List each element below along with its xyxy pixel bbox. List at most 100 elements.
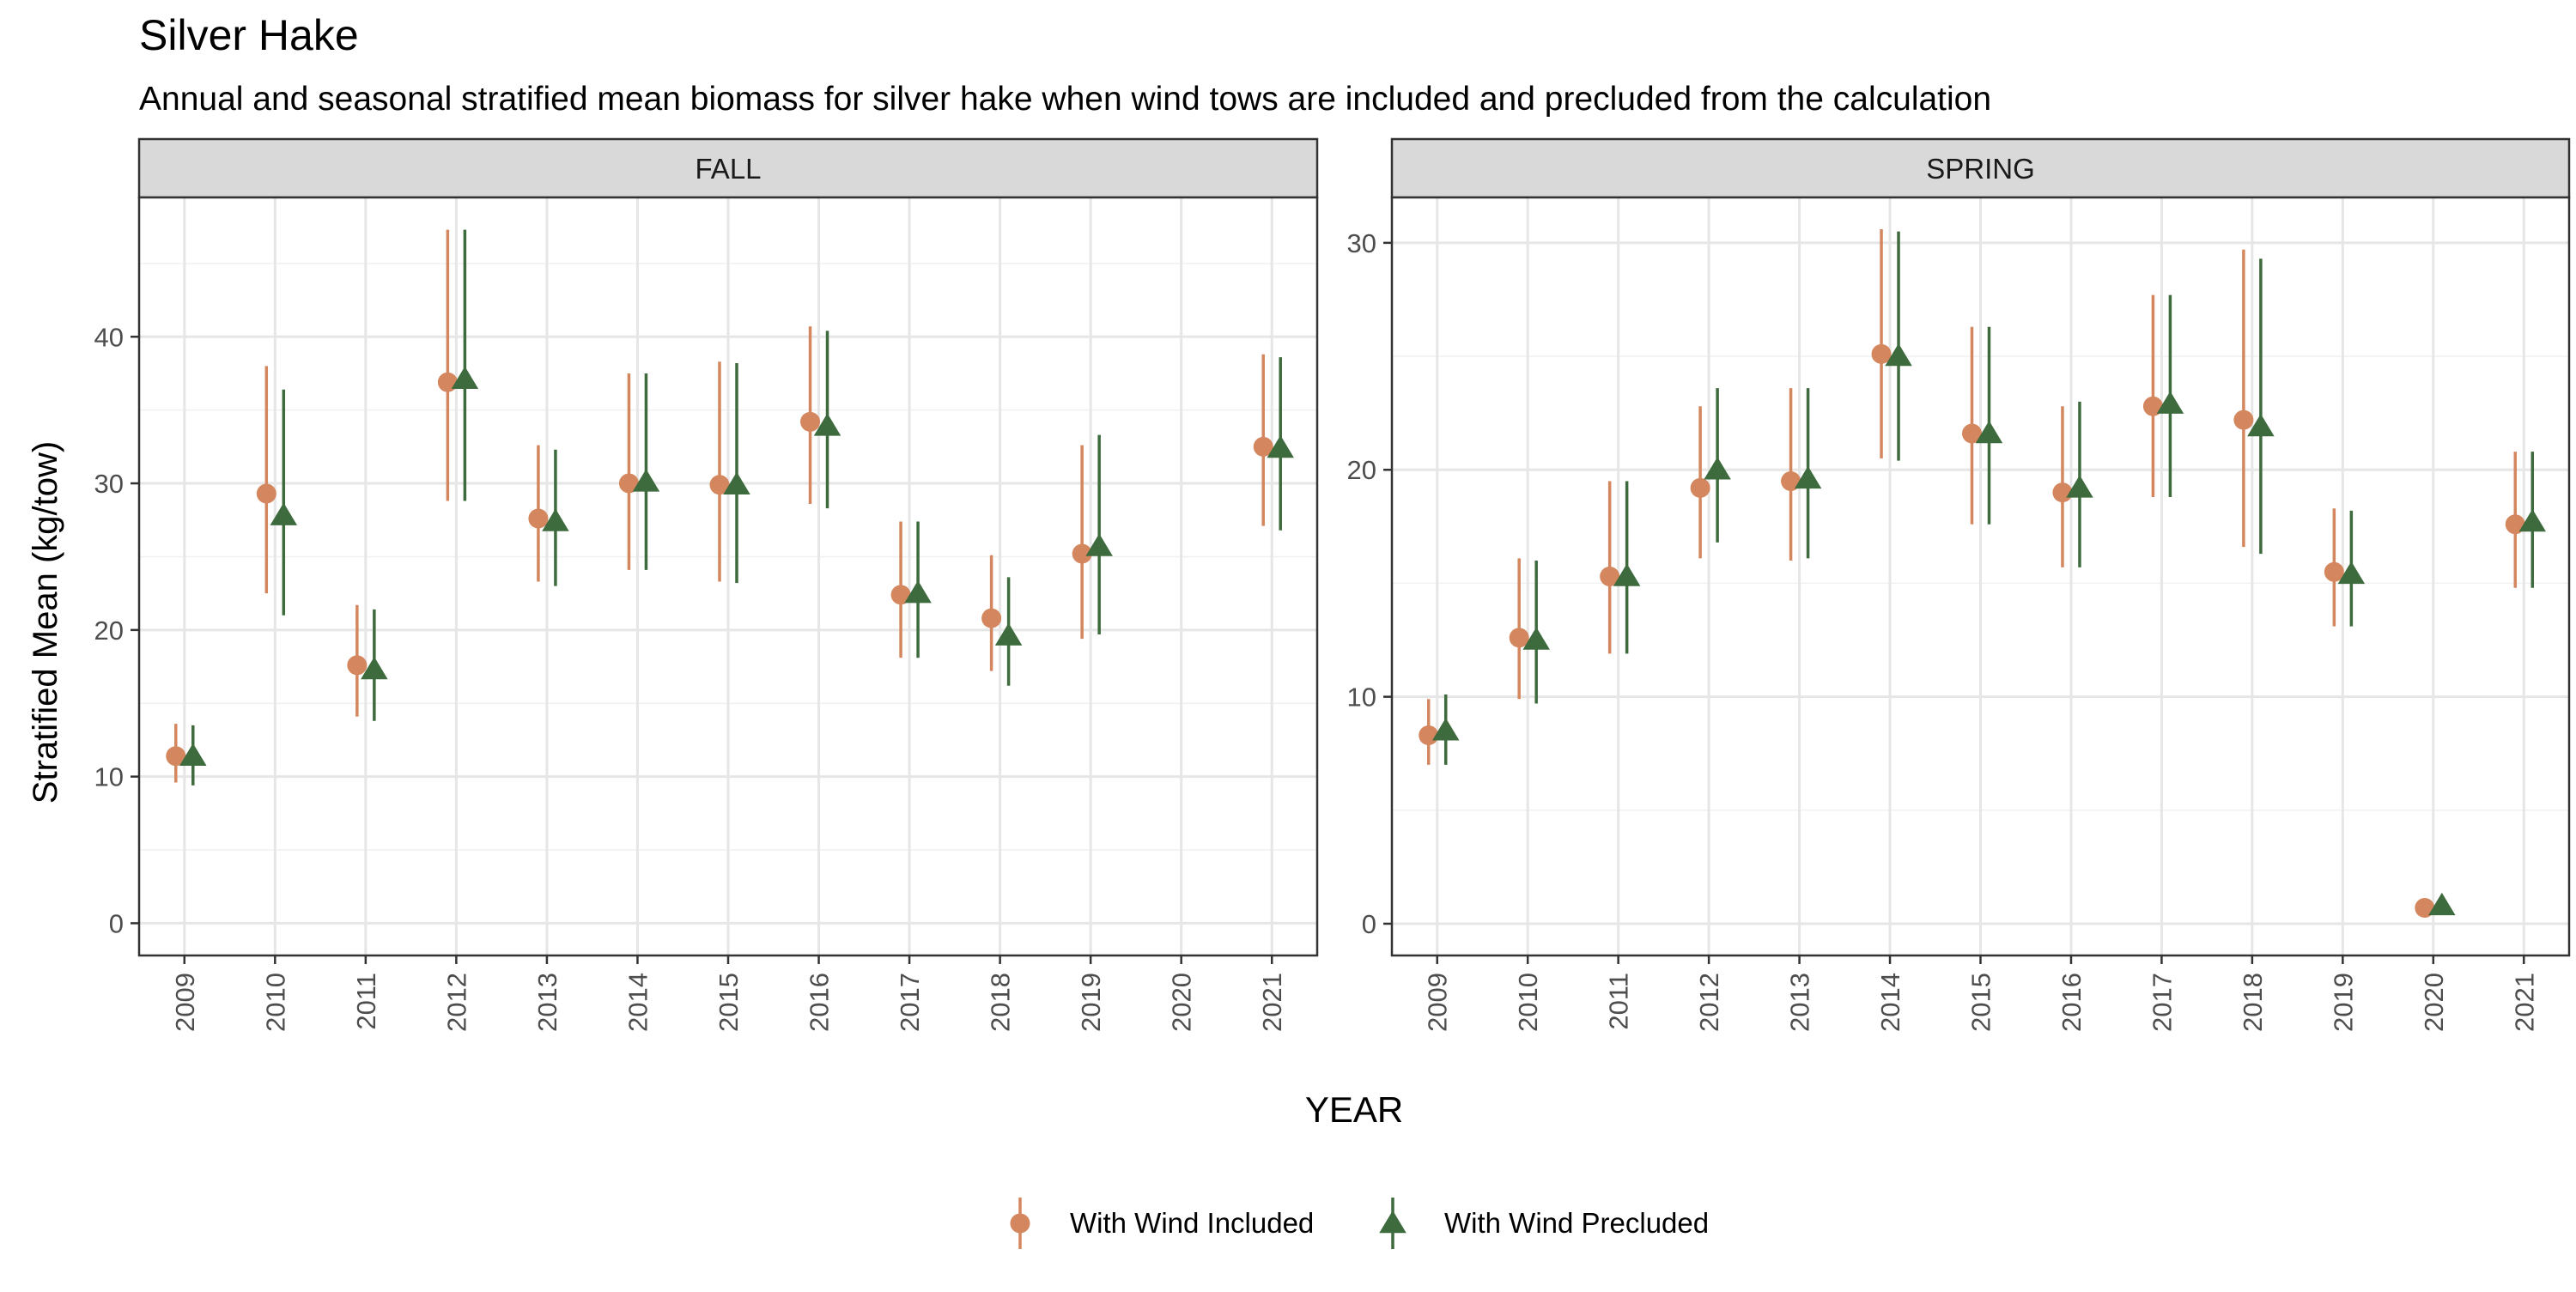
y-axis-label: Stratified Mean (kg/tow) [27,441,64,804]
chart-title: Silver Hake [139,11,359,59]
x-tick-label: 2013 [532,973,562,1032]
panel-strip-label: FALL [695,153,761,185]
data-point [981,608,1002,628]
x-tick-label: 2017 [2147,973,2177,1032]
data-point [2324,561,2344,582]
data-point [2337,561,2366,585]
data-point [723,471,750,495]
x-tick-label: 2013 [1785,973,1815,1032]
x-tick-label: 2019 [1076,973,1106,1032]
data-point [813,413,841,436]
legend-circle-marker [1010,1213,1030,1234]
data-point [1975,420,2003,444]
panel-border [137,196,1319,957]
x-tick-label: 2018 [986,973,1016,1032]
x-tick-label: 2012 [1694,973,1724,1032]
data-point [437,372,458,392]
data-point [1962,423,1982,444]
x-tick-label: 2018 [2238,973,2268,1032]
data-point [1871,343,1892,364]
panel-strip-label: SPRING [1926,153,2035,185]
legend-item: With Wind Included [1010,1198,1314,1249]
legend: With Wind Included With Wind Precluded [1010,1198,1709,1249]
data-point [2415,897,2435,918]
data-point [2142,396,2163,416]
y-tick-label: 0 [1362,909,1376,939]
x-tick-label: 2016 [2057,973,2087,1032]
data-point [2505,514,2525,535]
panel-border [1390,196,2571,957]
x-tick-label: 2012 [441,973,471,1032]
data-point [1253,436,1273,457]
data-point [451,366,479,390]
data-point [1704,457,1731,480]
data-point [1431,718,1460,741]
x-tick-label: 2009 [1423,973,1453,1032]
legend-label: With Wind Included [1070,1207,1314,1239]
chart-subtitle: Annual and seasonal stratified mean biom… [139,81,1991,118]
y-tick-label: 30 [1347,228,1376,258]
y-tick-label: 30 [94,469,124,499]
data-point [542,508,569,531]
x-tick-label: 2021 [2509,973,2539,1032]
series-wind-precluded [1431,231,2547,916]
x-tick-label: 2020 [1167,973,1197,1032]
x-tick-label: 2010 [260,973,290,1032]
data-point [709,475,730,495]
x-tick-label: 2015 [714,973,744,1032]
series-wind-included [1419,229,2525,918]
panel-strip [137,137,1319,199]
data-point [1522,627,1550,650]
x-tick-label: 2017 [895,973,925,1032]
data-point [1267,435,1294,458]
data-point [2518,509,2547,532]
x-tick-label: 2014 [623,973,653,1032]
y-tick-label: 20 [94,616,124,646]
x-tick-label: 2020 [2419,973,2449,1032]
y-tick-label: 0 [109,908,124,938]
panels-layer: FALL 0 10 20 30 40 2009 2010 2011 2012 2013 2014 201… [94,137,2571,1032]
x-tick-label: 2009 [170,973,200,1032]
legend-triangle-marker [1379,1210,1406,1234]
data-point [1885,343,1912,367]
x-tick-label: 2011 [1604,973,1634,1030]
panel-fall: FALL 0 10 20 30 40 2009 2010 2011 2012 2013 2014 201… [94,137,1319,1032]
legend-label: With Wind Precluded [1444,1207,1709,1239]
data-point [2428,892,2456,916]
y-tick-label: 10 [94,762,124,792]
data-point [1085,533,1113,556]
data-point [800,411,821,432]
y-tick-label: 10 [1347,682,1376,713]
x-tick-label: 2011 [351,973,381,1030]
data-point [528,508,549,529]
data-point [1072,543,1092,564]
data-point [179,743,207,766]
series-wind-precluded [179,229,1294,786]
data-point [618,473,639,494]
series-wind-included [166,229,1273,783]
panel-spring: SPRING 0 10 20 30 2009 2010 2011 2012 2013 2014 201… [1347,137,2571,1032]
y-tick-label: 40 [94,322,124,352]
data-point [256,483,276,504]
data-point [904,580,932,604]
x-tick-label: 2014 [1875,973,1905,1032]
data-point [1600,567,1620,586]
data-point [1613,563,1641,586]
data-point [1509,628,1529,648]
data-point [994,622,1023,646]
data-point [1690,477,1710,498]
data-point [1794,465,1822,489]
data-point [2066,475,2093,498]
data-point [2156,391,2184,414]
data-point [270,502,298,525]
x-tick-label: 2010 [1513,973,1543,1032]
gridlines [1392,197,2569,955]
data-point [632,469,660,492]
data-point [361,656,388,680]
data-point [1781,470,1801,491]
x-tick-label: 2016 [805,973,835,1032]
data-point [166,746,186,767]
x-tick-label: 2021 [1257,973,1287,1032]
